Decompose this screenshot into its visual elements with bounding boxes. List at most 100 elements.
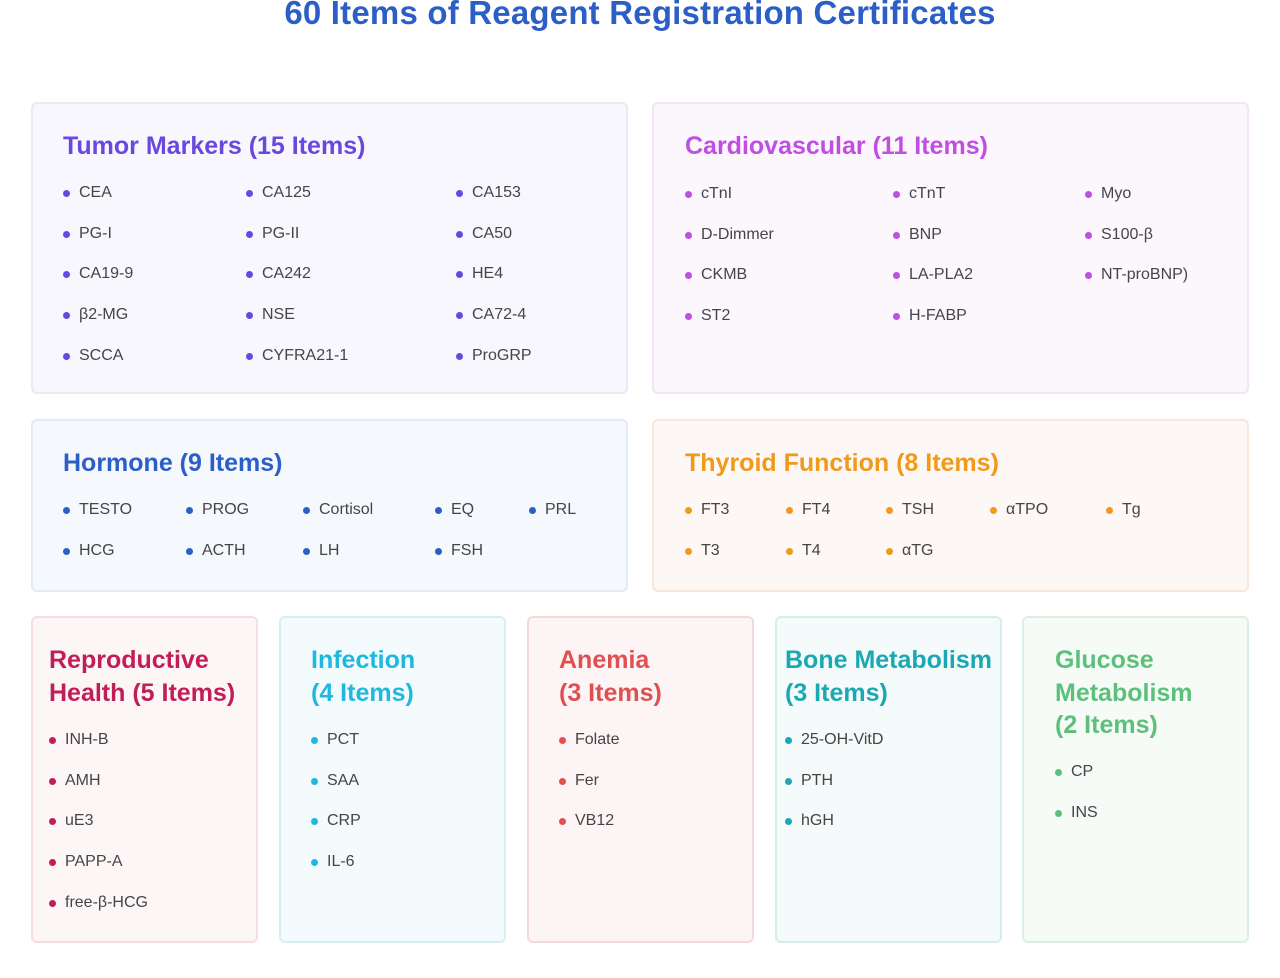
bone-metabolism-title-line1: Bone Metabolism [785,646,992,674]
bullet-dot-icon [63,312,70,320]
cardio-list-item: H-FABP [893,306,967,326]
hormone-list-item: ACTH [186,541,246,561]
hormone-list-item: HCG [63,541,115,561]
anemia-list-item: Fer [559,771,599,791]
bullet-dot-icon [246,312,253,320]
item-label: PAPP-A [65,853,123,871]
item-label: CA19-9 [79,265,134,283]
item-label: free-β-HCG [65,893,148,911]
cardio-list-item: Myo [1085,184,1131,204]
bullet-dot-icon [63,190,70,197]
bullet-dot-icon [49,777,56,785]
item-label: cTnI [701,185,733,202]
bullet-dot-icon [685,231,692,239]
item-label: HE4 [472,265,504,283]
item-label: NSE [262,306,295,324]
tumor-list-item: CEA [63,183,112,203]
item-label: ACTH [202,541,246,559]
bullet-dot-icon [893,231,900,239]
bullet-dot-icon [886,507,893,514]
item-label: Tg [1122,501,1141,518]
bullet-dot-icon [685,507,692,514]
reproductive-health-card [31,616,258,943]
bullet-dot-icon [49,899,56,907]
bullet-dot-icon [63,230,70,238]
bullet-dot-icon [63,271,70,279]
bullet-dot-icon [559,818,566,826]
item-label: Myo [1101,185,1132,202]
item-label: SCCA [79,346,124,364]
tumor-markers-title: Tumor Markers (15 Items) [63,132,366,160]
item-label: uE3 [65,812,94,830]
tumor-list-item: PG-II [246,224,299,244]
anemia-title-line2: (3 Items) [559,679,662,707]
item-label: cTnT [909,185,946,202]
bullet-dot-icon [893,272,900,280]
item-label: Fer [575,771,599,789]
bullet-dot-icon [303,547,310,555]
item-label: AMH [65,771,101,789]
tumor-markers-card [31,102,628,394]
item-label: Folate [575,731,620,748]
item-label: PROG [202,501,250,518]
bullet-dot-icon [311,859,318,867]
thyroid-list-item: T3 [685,541,720,561]
hormone-list-item: EQ [435,500,474,520]
cardio-list-item: cTnT [893,184,945,204]
glucose-list-item: INS [1055,803,1098,823]
bone-metabolism-card [775,616,1002,943]
item-label: PG-II [262,224,300,242]
thyroid-list-item: αTPO [990,500,1048,520]
infection-list-item: IL-6 [311,852,355,872]
bullet-dot-icon [456,352,463,360]
item-label: INH-B [65,731,109,748]
bullet-dot-icon [1085,231,1092,239]
tumor-list-item: CA19-9 [63,264,133,284]
reproductive-health-title-line2: Health (5 Items) [49,679,236,707]
repro-list-item: INH-B [49,730,109,750]
bullet-dot-icon [435,547,442,555]
tumor-list-item: SCCA [63,346,123,366]
hormone-title: Hormone (9 Items) [63,449,283,477]
thyroid-function-title: Thyroid Function (8 Items) [685,449,999,477]
item-label: PCT [327,731,359,748]
hormone-list-item: Cortisol [303,500,373,520]
bullet-dot-icon [786,547,793,555]
infection-title-line1: Infection [311,646,416,674]
bullet-dot-icon [63,547,70,555]
item-label: NT-proBNP) [1101,266,1189,284]
bullet-dot-icon [246,271,253,279]
tumor-list-item: CA153 [456,183,521,203]
hormone-list-item: LH [303,541,339,561]
tumor-list-item: CYFRA21-1 [246,346,348,366]
bullet-dot-icon [559,777,566,785]
bullet-dot-icon [785,737,792,744]
tumor-list-item: HE4 [456,264,503,284]
tumor-list-item: CA125 [246,183,311,203]
cardio-list-item: NT-proBNP) [1085,265,1188,285]
bullet-dot-icon [311,737,318,744]
item-label: TESTO [79,501,133,518]
bone-list-item: PTH [785,771,833,791]
hormone-card [31,419,628,592]
item-label: LH [319,541,340,559]
bullet-dot-icon [456,312,463,320]
bullet-dot-icon [893,191,900,198]
bullet-dot-icon [246,190,253,197]
bullet-dot-icon [685,272,692,280]
item-label: LA-PLA2 [909,266,974,284]
bullet-dot-icon [63,507,70,514]
item-label: S100-β [1101,225,1153,243]
item-label: TSH [902,501,934,518]
bullet-dot-icon [1085,272,1092,280]
bullet-dot-icon [785,818,792,826]
bone-list-item: 25-OH-VitD [785,730,883,750]
tumor-list-item: CA72-4 [456,305,526,325]
infection-list-item: CRP [311,811,361,831]
item-label: CA72-4 [472,306,527,324]
bullet-dot-icon [186,547,193,555]
cardio-list-item: S100-β [1085,225,1153,245]
hormone-list-item: TESTO [63,500,132,520]
item-label: CYFRA21-1 [262,346,349,364]
item-label: IL-6 [327,853,355,871]
